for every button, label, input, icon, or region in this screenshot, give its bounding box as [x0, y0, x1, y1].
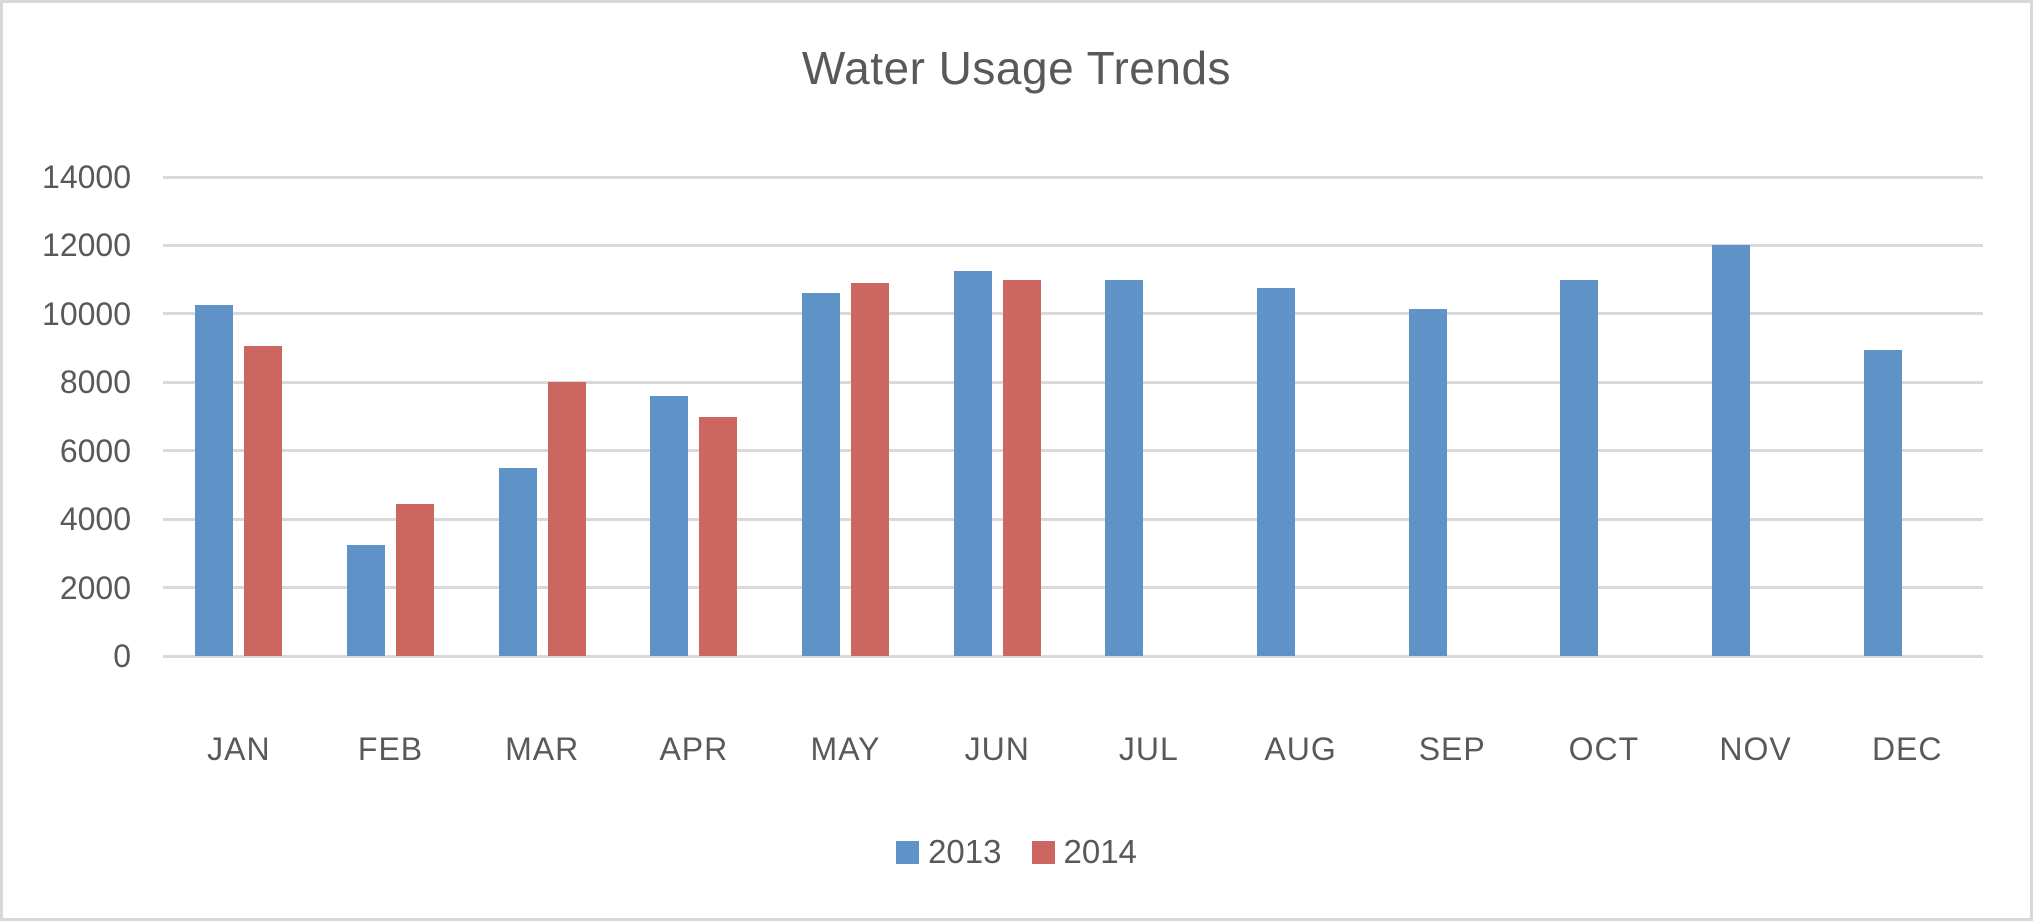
bar-2013-apr	[650, 395, 689, 656]
legend: 2013 2014	[3, 833, 2030, 871]
bar-2014-may	[851, 283, 890, 656]
chart-title: Water Usage Trends	[801, 42, 1232, 94]
gridline-14000	[163, 175, 1983, 179]
legend-swatch-2014-icon	[1031, 840, 1055, 864]
legend-swatch-2013-icon	[896, 840, 920, 864]
bars-row	[163, 177, 1983, 656]
gridline-0	[163, 654, 1983, 658]
gridline-4000	[163, 517, 1983, 521]
category-may	[770, 177, 922, 656]
legend-item-2014: 2014	[1031, 833, 1137, 871]
bar-2013-feb	[347, 544, 385, 656]
category-jun	[921, 177, 1073, 656]
bar-2013-oct	[1560, 279, 1599, 656]
category-dec	[1831, 177, 1983, 656]
category-nov	[1680, 177, 1832, 656]
gridline-12000	[163, 243, 1983, 247]
bar-2013-sep	[1408, 308, 1447, 656]
legend-item-2013: 2013	[896, 833, 1002, 871]
bar-2013-jun	[953, 271, 992, 656]
x-axis-labels: JAN FEB MAR APR MAY JUN JUL AUG SEP OCT NOV DEC	[163, 731, 1983, 768]
x-axis-label-jun: JUN	[964, 731, 1030, 767]
x-axis-label-jan: JAN	[207, 731, 271, 767]
y-axis-tick-label-8000: 8000	[59, 364, 131, 401]
y-axis-tick-label-10000: 10000	[42, 295, 131, 332]
x-axis-label-nov: NOV	[1719, 731, 1792, 767]
x-axis-label-may: MAY	[810, 731, 881, 767]
bar-2013-mar	[498, 467, 537, 656]
y-axis-tick-label-2000: 2000	[59, 569, 131, 606]
x-axis-label-apr: APR	[659, 731, 729, 767]
x-axis-label-mar: MAR	[505, 731, 580, 767]
bar-2014-apr	[699, 416, 738, 656]
bar-2014-mar	[547, 382, 586, 656]
category-aug	[1225, 177, 1377, 656]
category-jul	[1073, 177, 1225, 656]
gridline-8000	[163, 380, 1983, 384]
bar-2013-jan	[195, 305, 234, 656]
category-feb	[315, 177, 467, 656]
x-axis-label-jul: JUL	[1118, 731, 1179, 767]
legend-label-2014: 2014	[1063, 833, 1137, 870]
y-axis-tick-label-14000: 14000	[42, 159, 131, 195]
x-axis-label-dec: DEC	[1871, 731, 1943, 767]
category-oct	[1528, 177, 1680, 656]
bar-2014-jun	[1002, 279, 1041, 656]
gridline-6000	[163, 449, 1983, 453]
bar-2013-nov	[1712, 245, 1751, 656]
plot-area	[163, 175, 1983, 658]
bar-2013-dec	[1863, 349, 1902, 656]
x-axis-label-sep: SEP	[1418, 731, 1486, 767]
bar-2013-jul	[1105, 279, 1144, 656]
x-axis-label-feb: FEB	[357, 731, 424, 767]
bar-2013-aug	[1257, 288, 1296, 656]
y-axis-tick-label-0: 0	[113, 638, 131, 674]
bar-2014-feb	[396, 503, 434, 656]
bar-2013-may	[802, 293, 841, 656]
bar-2014-jan	[244, 346, 283, 656]
x-axis-label-oct: OCT	[1568, 731, 1640, 767]
gridline-10000	[163, 312, 1983, 316]
category-jan	[163, 177, 315, 656]
y-axis-tick-label-4000: 4000	[59, 501, 131, 538]
gridline-2000	[163, 586, 1983, 590]
x-axis-label-aug: AUG	[1264, 731, 1337, 767]
category-sep	[1376, 177, 1528, 656]
category-mar	[466, 177, 618, 656]
category-apr	[618, 177, 770, 656]
y-axis-tick-label-12000: 12000	[42, 227, 131, 264]
legend-label-2013: 2013	[928, 833, 1002, 870]
y-axis-tick-label-6000: 6000	[59, 432, 131, 469]
